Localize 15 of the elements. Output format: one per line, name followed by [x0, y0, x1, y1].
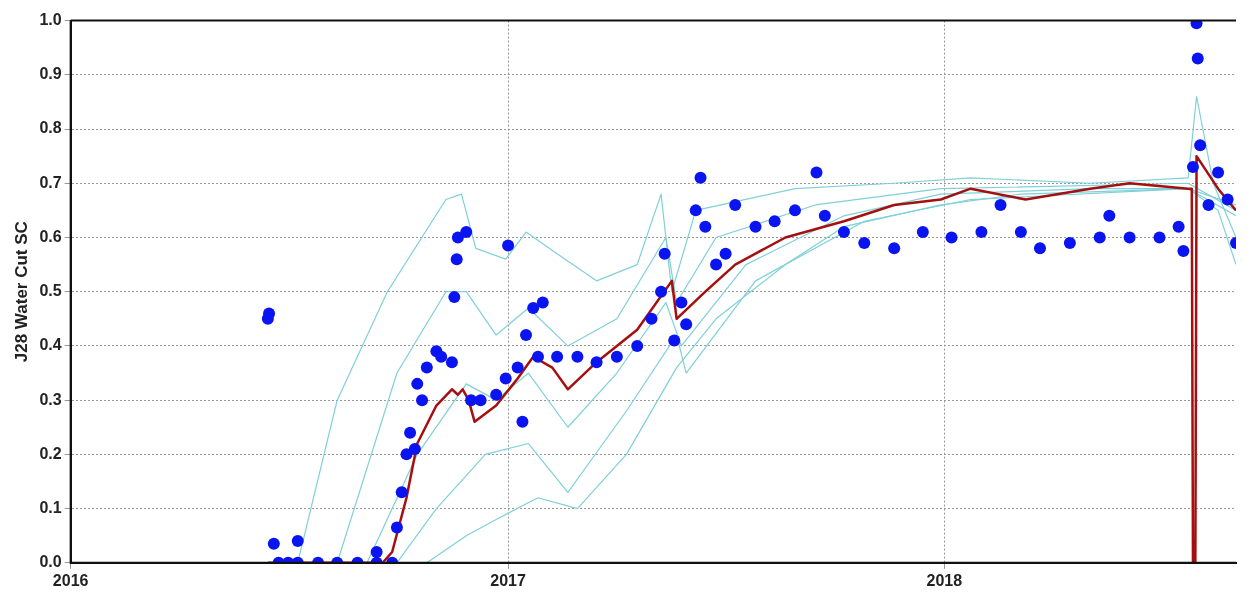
y-tick-label: 0.7 [39, 173, 62, 191]
x-tick-label: 2016 [52, 571, 89, 589]
y-tick-label: 0.0 [39, 553, 62, 571]
y-tick-label: 0.2 [39, 444, 62, 462]
y-axis-title: J28 Water Cut SC [11, 221, 31, 363]
y-tick-label: 0.5 [39, 282, 62, 300]
y-tick-label: 0.6 [39, 227, 62, 245]
y-tick-label: 0.1 [39, 498, 62, 516]
x-tick-label: 2018 [926, 571, 963, 589]
y-tick-label: 0.9 [39, 65, 62, 83]
x-tick-label: 2017 [490, 571, 526, 589]
y-tick-label: 0.3 [39, 390, 62, 408]
y-tick-label: 0.8 [39, 119, 62, 137]
y-tick-label: 0.4 [39, 336, 62, 354]
y-tick-label: 1.0 [39, 11, 62, 29]
